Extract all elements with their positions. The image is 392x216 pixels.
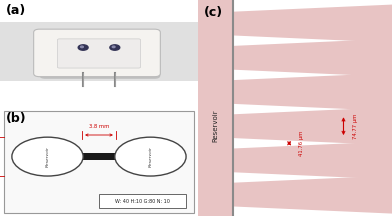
Polygon shape <box>233 73 392 111</box>
Bar <box>82 153 116 160</box>
Bar <box>99 194 186 208</box>
Text: Reservoir: Reservoir <box>45 146 49 167</box>
Text: (c): (c) <box>204 6 223 19</box>
Text: (a): (a) <box>6 4 26 17</box>
Circle shape <box>81 46 83 48</box>
Circle shape <box>112 46 115 48</box>
Circle shape <box>110 45 120 50</box>
Polygon shape <box>233 141 392 180</box>
Bar <box>0 22 198 81</box>
Text: Reservoir: Reservoir <box>212 109 218 142</box>
FancyBboxPatch shape <box>40 31 160 79</box>
Text: 74.77 μm: 74.77 μm <box>353 113 358 139</box>
Circle shape <box>115 137 186 176</box>
Polygon shape <box>233 107 392 146</box>
FancyBboxPatch shape <box>57 39 141 68</box>
Polygon shape <box>233 4 392 43</box>
Circle shape <box>78 45 88 50</box>
Text: (b): (b) <box>6 112 27 125</box>
Circle shape <box>12 137 83 176</box>
Polygon shape <box>233 175 392 214</box>
Polygon shape <box>233 38 392 77</box>
Text: Reservoir: Reservoir <box>149 146 152 167</box>
Text: 3.8 mm: 3.8 mm <box>89 124 109 129</box>
Text: W: 40 H:10 G:80 N: 10: W: 40 H:10 G:80 N: 10 <box>115 199 170 204</box>
FancyBboxPatch shape <box>34 29 160 77</box>
Bar <box>198 0 233 216</box>
Text: 41.76 μm: 41.76 μm <box>299 131 304 156</box>
